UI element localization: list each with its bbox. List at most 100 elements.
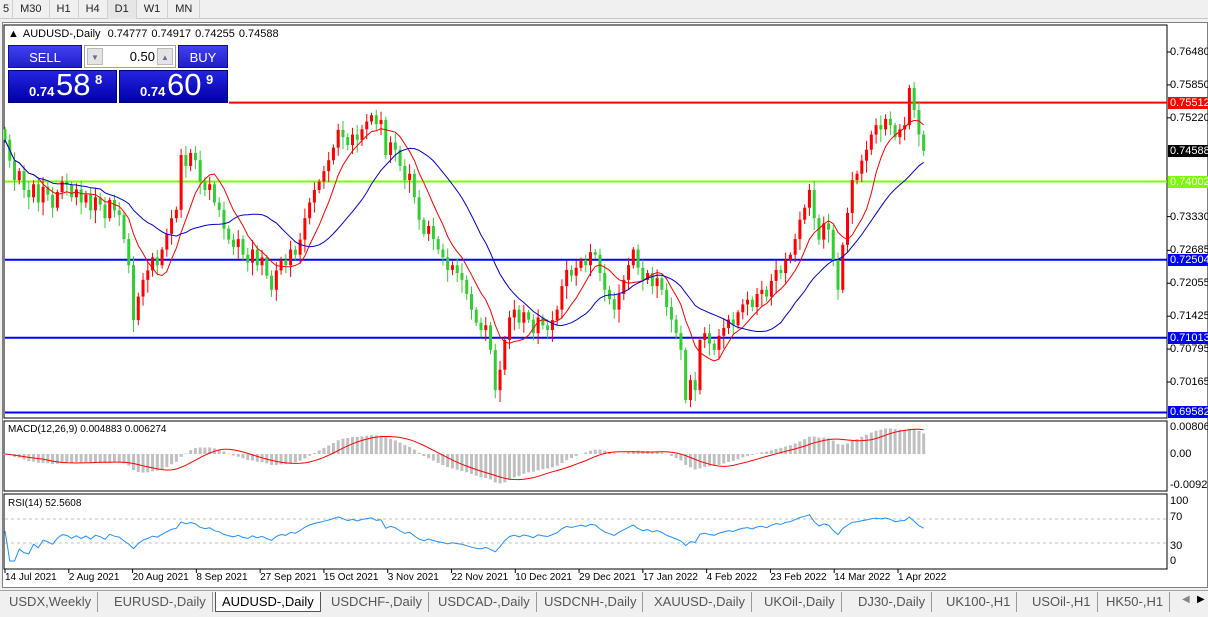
candle: [631, 249, 635, 266]
chart-tab[interactable]: USDCAD-,Daily: [432, 592, 537, 612]
collapse-triangle-icon[interactable]: ▲: [8, 28, 19, 40]
date-tick-label: 27 Sep 2021: [260, 572, 317, 583]
candle: [503, 339, 507, 370]
macd-histogram-bar: [684, 454, 688, 465]
candle: [850, 180, 854, 213]
sell-button[interactable]: SELL: [8, 45, 82, 68]
macd-histogram-bar: [74, 454, 78, 463]
candle: [122, 215, 126, 240]
macd-histogram-bar: [822, 437, 826, 454]
macd-tick: 0.008061: [1170, 421, 1208, 433]
macd-histogram-bar: [446, 454, 450, 468]
candle: [427, 226, 431, 234]
chart-tab[interactable]: EURUSD-,Daily: [108, 592, 213, 612]
lot-size-stepper[interactable]: ▼ 0.50 ▲: [84, 45, 176, 68]
macd-histogram-bar: [489, 454, 493, 480]
macd-histogram-bar: [750, 454, 754, 455]
candle: [588, 252, 592, 266]
macd-histogram-bar: [703, 454, 707, 468]
sell-price-prefix: 0.74: [29, 84, 55, 99]
macd-histogram-bar: [474, 454, 478, 476]
macd-histogram-bar: [865, 434, 869, 454]
candle: [93, 197, 97, 211]
chart-tab[interactable]: USDX,Weekly: [3, 592, 99, 612]
candle: [774, 269, 778, 281]
macd-histogram-bar: [869, 432, 873, 454]
candle: [755, 293, 759, 308]
candle: [170, 218, 174, 234]
macd-histogram-bar: [79, 454, 83, 463]
macd-histogram-bar: [655, 451, 659, 454]
candle: [688, 380, 692, 401]
macd-histogram-bar: [136, 454, 140, 473]
candle: [788, 254, 792, 260]
chart-tab[interactable]: AUDUSD-,Daily: [215, 592, 321, 612]
candle: [636, 249, 640, 268]
candle: [117, 210, 121, 216]
chart-tab[interactable]: UK100-,H1: [940, 592, 1018, 612]
buy-button[interactable]: BUY: [178, 45, 228, 68]
increase-lot-arrow-icon[interactable]: ▲: [157, 48, 173, 65]
price-tick-label: 0.75220: [1170, 111, 1208, 124]
candle: [298, 239, 302, 255]
timeframe-w1[interactable]: W1: [137, 0, 169, 19]
buy-price-prefix: 0.74: [140, 84, 166, 99]
macd-histogram-bar: [327, 445, 331, 454]
macd-histogram-bar: [274, 454, 278, 465]
candle: [660, 278, 664, 290]
chart-tab[interactable]: USOil-,H1: [1026, 592, 1098, 612]
candle: [479, 322, 483, 331]
chart-tab[interactable]: XAUUSD-,Daily: [648, 592, 753, 612]
timeframe-h4[interactable]: H4: [79, 0, 108, 19]
buy-price[interactable]: 0.74 60 9: [119, 67, 228, 103]
candle: [184, 154, 188, 166]
rsi-tick: 100: [1170, 495, 1189, 507]
candle: [303, 218, 307, 240]
macd-histogram-bar: [688, 454, 692, 468]
timeframe-5[interactable]: 5: [0, 0, 14, 19]
macd-histogram-bar: [727, 454, 731, 462]
date-tick-label: 20 Aug 2021: [132, 572, 189, 583]
macd-histogram-bar: [374, 435, 378, 454]
candle: [341, 129, 345, 138]
chart-tab[interactable]: UKOil-,Daily: [758, 592, 842, 612]
macd-histogram-bar: [65, 454, 69, 463]
timeframe-d1[interactable]: D1: [107, 0, 137, 19]
macd-histogram-bar: [98, 454, 102, 462]
macd-histogram-bar: [850, 441, 854, 454]
candle: [722, 327, 726, 336]
chart-tab[interactable]: USDCHF-,Daily: [325, 592, 429, 612]
candle: [527, 312, 531, 320]
macd-histogram-bar: [536, 454, 540, 471]
timeframe-h1[interactable]: H1: [50, 0, 79, 19]
decrease-lot-arrow-icon[interactable]: ▼: [87, 48, 103, 65]
chart-tab[interactable]: DJ30-,Daily: [852, 592, 933, 612]
macd-histogram-bar: [270, 454, 274, 465]
chart-tab[interactable]: HK50-,H1: [1100, 592, 1171, 612]
candle: [541, 317, 545, 326]
candle: [693, 380, 697, 391]
one-click-trading-panel: SELL ▼ 0.50 ▲ BUY 0.74 58 8 0.74 60 9: [8, 45, 228, 104]
candle: [917, 110, 921, 135]
candle: [579, 259, 583, 268]
candle: [798, 219, 802, 240]
rsi-line: [4, 514, 924, 562]
candle: [27, 189, 31, 198]
scroll-left-icon[interactable]: ◀: [1182, 594, 1190, 605]
lot-size-input[interactable]: 0.50: [129, 49, 155, 64]
chart-tab[interactable]: USDCNH-,Daily: [538, 592, 644, 612]
scroll-right-icon[interactable]: ▶: [1197, 594, 1205, 605]
macd-histogram-bar: [146, 454, 150, 473]
macd-histogram-bar: [408, 446, 412, 454]
sell-price[interactable]: 0.74 58 8: [8, 67, 117, 103]
date-tick-label: 2 Aug 2021: [68, 572, 120, 583]
macd-histogram-bar: [108, 454, 112, 462]
candle: [398, 149, 402, 166]
candle: [922, 134, 926, 151]
candle: [32, 184, 36, 198]
candle: [70, 184, 74, 198]
candle: [222, 209, 226, 229]
timeframe-mn[interactable]: MN: [168, 0, 201, 19]
timeframe-m30[interactable]: M30: [13, 0, 50, 19]
